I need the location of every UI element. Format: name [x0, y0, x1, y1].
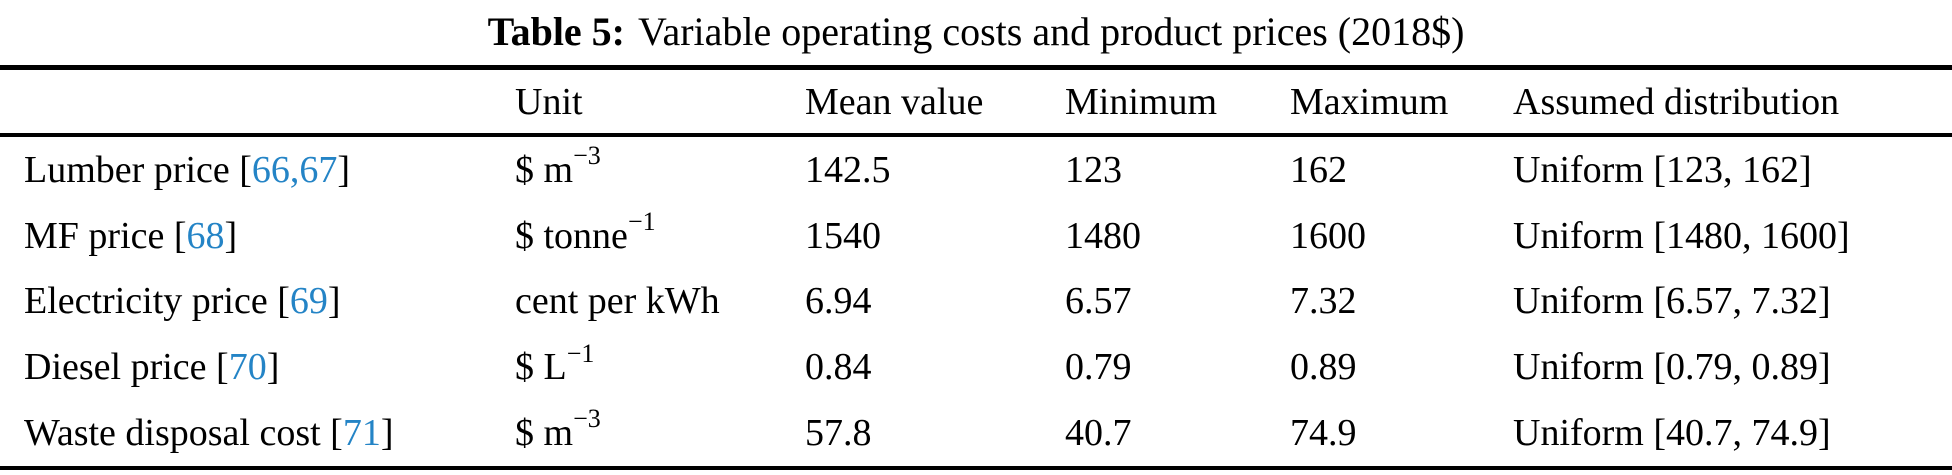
row-label-close: ]	[224, 214, 238, 257]
unit-exponent: −1	[566, 338, 595, 368]
minimum-cell: 123	[1065, 148, 1122, 191]
unit-cell: $ m−3	[515, 406, 805, 455]
column-header-minimum: Minimum	[1065, 80, 1218, 123]
row-label-close: ]	[327, 280, 341, 323]
unit-exponent: −3	[573, 404, 601, 434]
unit-base: $ tonne	[515, 214, 628, 257]
row-label-close: ]	[337, 148, 351, 191]
citation-link[interactable]: 68	[186, 214, 225, 257]
maximum-cell: 0.89	[1290, 346, 1357, 389]
unit-base: $ L	[515, 346, 567, 389]
unit-base: $ m	[515, 148, 574, 191]
citation-link[interactable]: 69	[289, 280, 328, 323]
distribution-cell: Uniform [123, 162]	[1513, 148, 1812, 191]
citation-link[interactable]: 70	[228, 346, 267, 389]
maximum-cell: 1600	[1290, 214, 1366, 257]
maximum-cell: 74.9	[1290, 412, 1357, 455]
row-label-close: ]	[380, 412, 394, 455]
maximum-cell: 7.32	[1290, 280, 1357, 323]
table-caption: Table 5: Variable operating costs and pr…	[0, 0, 1952, 62]
column-header-mean-value: Mean value	[805, 80, 984, 123]
data-table: Unit Mean value Minimum Maximum Assumed …	[0, 65, 1952, 470]
table-header-row: Unit Mean value Minimum Maximum Assumed …	[0, 70, 1952, 137]
mean-value-cell: 6.94	[805, 280, 872, 323]
table-row: MF price [68] $ tonne−1 1540 1480 1600 U…	[0, 203, 1952, 269]
row-label-cell: MF price [68]	[0, 217, 515, 255]
maximum-cell: 162	[1290, 148, 1347, 191]
row-label-text: Lumber price [	[24, 148, 252, 191]
distribution-cell: Uniform [1480, 1600]	[1513, 214, 1850, 257]
caption-text: Variable operating costs and product pri…	[638, 8, 1465, 54]
table-row: Electricity price [69] cent per kWh 6.94…	[0, 269, 1952, 335]
row-label-close: ]	[266, 346, 280, 389]
row-label-text: Diesel price [	[24, 346, 229, 389]
row-label-cell: Waste disposal cost [71]	[0, 414, 515, 452]
row-label-cell: Diesel price [70]	[0, 348, 515, 386]
caption-label: Table 5:	[487, 8, 626, 54]
distribution-cell: Uniform [0.79, 0.89]	[1513, 346, 1831, 389]
column-header-unit: Unit	[515, 80, 583, 123]
table-row: Lumber price [66,67] $ m−3 142.5 123 162…	[0, 137, 1952, 203]
row-label-text: MF price [	[24, 214, 187, 257]
unit-cell: $ L−1	[515, 340, 805, 389]
unit-exponent: −3	[573, 141, 601, 171]
column-header-assumed-distribution: Assumed distribution	[1513, 80, 1840, 123]
minimum-cell: 0.79	[1065, 346, 1132, 389]
unit-cell: $ tonne−1	[515, 209, 805, 257]
unit-cell: $ m−3	[515, 143, 805, 191]
mean-value-cell: 0.84	[805, 346, 872, 389]
minimum-cell: 6.57	[1065, 280, 1132, 323]
minimum-cell: 1480	[1065, 214, 1141, 257]
distribution-cell: Uniform [6.57, 7.32]	[1513, 280, 1831, 323]
row-label-cell: Electricity price [69]	[0, 282, 515, 320]
column-header-maximum: Maximum	[1290, 80, 1449, 123]
mean-value-cell: 1540	[805, 214, 881, 257]
unit-exponent: −1	[627, 207, 656, 237]
mean-value-cell: 57.8	[805, 412, 872, 455]
row-label-cell: Lumber price [66,67]	[0, 151, 515, 189]
unit-base: $ m	[515, 412, 574, 455]
unit-cell: cent per kWh	[515, 282, 805, 320]
distribution-cell: Uniform [40.7, 74.9]	[1513, 412, 1831, 455]
unit-base: cent per kWh	[515, 280, 720, 323]
table-row: Diesel price [70] $ L−1 0.84 0.79 0.89 U…	[0, 334, 1952, 400]
row-label-text: Electricity price [	[24, 280, 290, 323]
mean-value-cell: 142.5	[805, 148, 891, 191]
row-label-text: Waste disposal cost [	[24, 412, 343, 455]
minimum-cell: 40.7	[1065, 412, 1132, 455]
citation-link[interactable]: 71	[342, 412, 381, 455]
citation-link[interactable]: 66,67	[251, 148, 338, 191]
table-row: Waste disposal cost [71] $ m−3 57.8 40.7…	[0, 400, 1952, 466]
